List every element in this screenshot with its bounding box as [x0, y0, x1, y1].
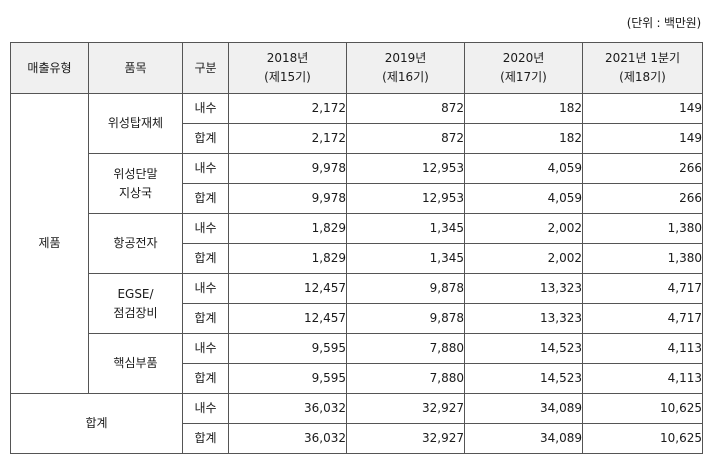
value-cell: 9,978	[228, 183, 347, 214]
category-total: 합계	[182, 123, 229, 154]
item-name: 핵심부품	[88, 333, 183, 394]
header-year: 2020년	[502, 51, 545, 66]
item-name: EGSE/ 점검장비	[88, 273, 183, 334]
value-cell: 872	[346, 123, 465, 154]
sales-table: 매출유형 품목 구분 2018년 (제15기) 2019년 (제16기) 202…	[10, 42, 703, 454]
table-row: 합계 9,978 12,953 4,059 266	[11, 183, 703, 214]
table-row: 제품 위성탑재체 내수 2,172 872 182 149	[10, 93, 703, 394]
category-total: 합계	[182, 423, 229, 454]
item-name: 항공전자	[88, 213, 183, 274]
value-cell: 182	[464, 123, 583, 154]
value-cell: 1,345	[346, 213, 465, 244]
value-cell: 36,032	[228, 423, 347, 454]
value-cell: 32,927	[346, 423, 465, 454]
value-cell: 32,927	[346, 393, 465, 424]
table-row: 위성단말 지상국 내수 9,978 12,953 4,059 266	[11, 153, 703, 214]
header-year: 2018년	[266, 51, 309, 66]
value-cell: 10,625	[582, 393, 703, 424]
value-cell: 1,380	[582, 243, 703, 274]
table-row: 항공전자 내수 1,829 1,345 2,002 1,380	[11, 213, 703, 274]
grand-total-label: 합계	[10, 393, 183, 454]
category-domestic: 내수	[182, 273, 229, 304]
value-cell: 7,880	[346, 333, 465, 364]
value-cell: 4,113	[582, 363, 703, 394]
value-cell: 4,059	[464, 183, 583, 214]
value-cell: 266	[582, 183, 703, 214]
value-cell: 1,829	[228, 243, 347, 274]
value-cell: 1,829	[228, 213, 347, 244]
value-cell: 1,380	[582, 213, 703, 244]
category-domestic: 내수	[182, 393, 229, 424]
value-cell: 36,032	[228, 393, 347, 424]
header-year-2018: 2018년 (제15기)	[228, 42, 347, 94]
header-year: 2021년 1분기	[604, 51, 681, 66]
value-cell: 2,002	[464, 213, 583, 244]
value-cell: 13,323	[464, 273, 583, 304]
category-domestic: 내수	[182, 333, 229, 364]
value-cell: 9,595	[228, 363, 347, 394]
value-cell: 1,345	[346, 243, 465, 274]
value-cell: 4,113	[582, 333, 703, 364]
header-year-2021q1: 2021년 1분기 (제18기)	[582, 42, 703, 94]
item-name: 위성탑재체	[88, 93, 183, 154]
unit-label: (단위 : 백만원)	[626, 16, 701, 30]
table-row: 합계 9,595 7,880 14,523 4,113	[11, 363, 703, 394]
value-cell: 149	[582, 93, 703, 124]
value-cell: 2,002	[464, 243, 583, 274]
header-year-2020: 2020년 (제17기)	[464, 42, 583, 94]
table-row: EGSE/ 점검장비 내수 12,457 9,878 13,323 4,717	[11, 273, 703, 334]
category-domestic: 내수	[182, 153, 229, 184]
header-period: (제15기)	[264, 70, 311, 84]
value-cell: 2,172	[228, 93, 347, 124]
table-row: 핵심부품 내수 9,595 7,880 14,523 4,113	[11, 333, 703, 394]
value-cell: 12,953	[346, 183, 465, 214]
value-cell: 12,953	[346, 153, 465, 184]
value-cell: 4,717	[582, 303, 703, 334]
value-cell: 12,457	[228, 273, 347, 304]
value-cell: 7,880	[346, 363, 465, 394]
table-row: 합계 1,829 1,345 2,002 1,380	[11, 243, 703, 274]
category-domestic: 내수	[182, 213, 229, 244]
header-year: 2019년	[384, 51, 427, 66]
table-row: 합계 2,172 872 182 149	[11, 123, 703, 154]
value-cell: 2,172	[228, 123, 347, 154]
value-cell: 9,878	[346, 303, 465, 334]
grand-total-row: 합계 내수 36,032 32,927 34,089 10,625	[10, 393, 703, 454]
header-sales-type: 매출유형	[10, 42, 89, 94]
value-cell: 182	[464, 93, 583, 124]
value-cell: 149	[582, 123, 703, 154]
value-cell: 9,595	[228, 333, 347, 364]
category-domestic: 내수	[182, 93, 229, 124]
value-cell: 10,625	[582, 423, 703, 454]
grand-total-row: 합계 36,032 32,927 34,089 10,625	[11, 423, 703, 454]
category-total: 합계	[182, 363, 229, 394]
item-name: 위성단말 지상국	[88, 153, 183, 214]
header-row: 매출유형 품목 구분 2018년 (제15기) 2019년 (제16기) 202…	[10, 42, 703, 94]
header-period: (제16기)	[382, 70, 429, 84]
category-total: 합계	[182, 303, 229, 334]
category-total: 합계	[182, 183, 229, 214]
value-cell: 34,089	[464, 393, 583, 424]
value-cell: 14,523	[464, 333, 583, 364]
value-cell: 4,717	[582, 273, 703, 304]
value-cell: 4,059	[464, 153, 583, 184]
value-cell: 9,978	[228, 153, 347, 184]
value-cell: 34,089	[464, 423, 583, 454]
header-category: 구분	[182, 42, 229, 94]
value-cell: 12,457	[228, 303, 347, 334]
table-row: 합계 12,457 9,878 13,323 4,717	[11, 303, 703, 334]
header-period: (제18기)	[619, 70, 666, 84]
header-year-2019: 2019년 (제16기)	[346, 42, 465, 94]
value-cell: 13,323	[464, 303, 583, 334]
value-cell: 9,878	[346, 273, 465, 304]
value-cell: 14,523	[464, 363, 583, 394]
header-item: 품목	[88, 42, 183, 94]
sales-type-product: 제품	[10, 93, 89, 394]
value-cell: 872	[346, 93, 465, 124]
category-total: 합계	[182, 243, 229, 274]
value-cell: 266	[582, 153, 703, 184]
header-period: (제17기)	[500, 70, 547, 84]
